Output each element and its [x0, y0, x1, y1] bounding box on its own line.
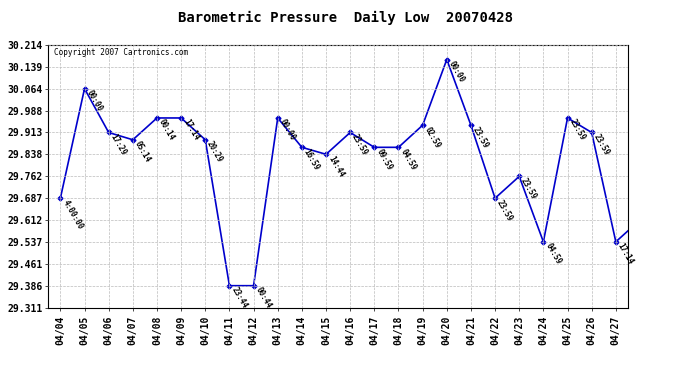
Text: 02:59: 02:59 — [422, 125, 442, 150]
Text: 16:59: 16:59 — [302, 147, 322, 172]
Text: 00:00: 00:00 — [277, 118, 297, 142]
Text: Barometric Pressure  Daily Low  20070428: Barometric Pressure Daily Low 20070428 — [177, 11, 513, 26]
Text: 14:44: 14:44 — [326, 154, 346, 179]
Text: 04:59: 04:59 — [544, 242, 563, 266]
Text: 17:14: 17:14 — [615, 242, 635, 266]
Text: 00:44: 00:44 — [254, 286, 273, 310]
Text: 05:14: 05:14 — [132, 140, 152, 164]
Text: 17:14: 17:14 — [181, 118, 201, 142]
Text: 23:59: 23:59 — [567, 118, 587, 142]
Text: 23:59: 23:59 — [495, 198, 515, 223]
Text: 23:59: 23:59 — [591, 132, 611, 157]
Text: 17:29: 17:29 — [109, 132, 128, 157]
Text: 00:00: 00:00 — [0, 374, 1, 375]
Text: 00:00: 00:00 — [85, 88, 104, 113]
Text: 23:59: 23:59 — [471, 125, 491, 150]
Text: 4:00:00: 4:00:00 — [61, 198, 84, 231]
Text: 09:59: 09:59 — [374, 147, 394, 172]
Text: 00:14: 00:14 — [157, 118, 177, 142]
Text: 00:00: 00:00 — [447, 60, 466, 84]
Text: 23:59: 23:59 — [519, 176, 539, 201]
Text: 23:59: 23:59 — [350, 132, 370, 157]
Text: Copyright 2007 Cartronics.com: Copyright 2007 Cartronics.com — [54, 48, 188, 57]
Text: 23:44: 23:44 — [229, 286, 249, 310]
Text: 20:29: 20:29 — [206, 140, 225, 164]
Text: 04:59: 04:59 — [398, 147, 418, 172]
